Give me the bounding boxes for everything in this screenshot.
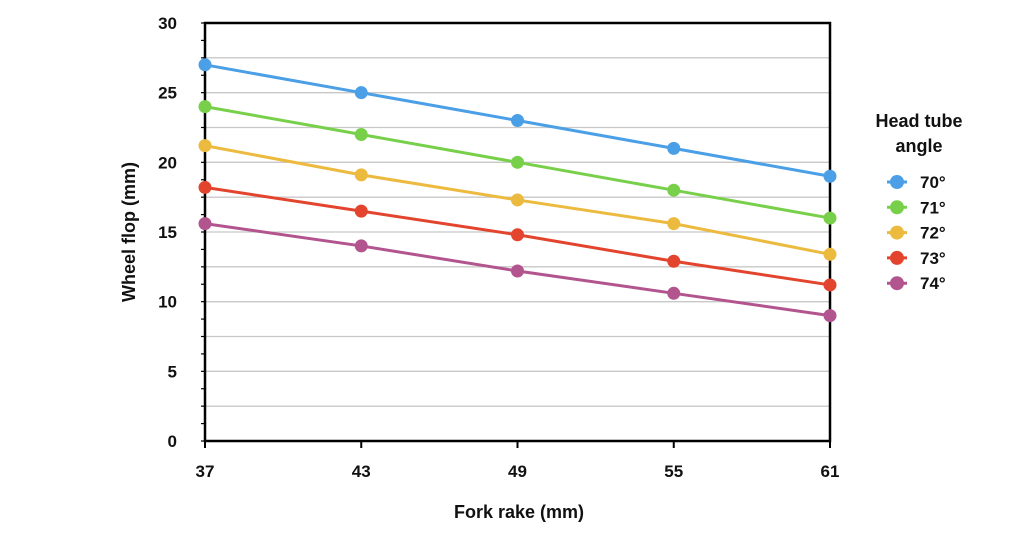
y-tick-label: 10 [158,293,177,312]
data-point [823,211,837,225]
x-tick-label: 49 [508,462,527,481]
legend-label: 74° [920,274,946,293]
data-point [511,155,524,169]
x-tick-label: 55 [664,462,683,481]
data-point [667,141,681,155]
data-point [667,183,681,197]
data-point [667,286,681,300]
legend-swatch-marker [890,250,904,265]
x-tick-label: 61 [821,462,840,481]
data-point [354,86,368,100]
legend: Head tube angle 70° 71° 72° 73° 74° [875,111,962,293]
legend-label: 73° [920,249,946,268]
data-point [511,114,524,128]
legend-title-line-2: angle [895,136,942,156]
legend-item: 73° [887,249,946,268]
data-point [198,100,212,114]
legend-label: 71° [920,198,946,217]
data-point [198,217,212,231]
series-5 [198,217,837,323]
legend-items: 70° 71° 72° 73° 74° [887,173,946,293]
series-lines [198,58,837,323]
data-point [667,254,681,268]
legend-item: 71° [887,198,946,217]
data-point [511,228,524,242]
legend-title-line-1: Head tube [875,111,962,131]
legend-label: 72° [920,224,946,243]
data-point [667,217,681,231]
legend-item: 72° [887,224,946,243]
y-tick-label: 25 [158,84,177,103]
data-point [354,168,368,182]
data-point [511,193,524,207]
series-3 [198,139,837,261]
data-point [823,278,837,292]
data-point [198,139,212,153]
y-tick-label: 15 [158,223,177,242]
series-4 [198,180,837,292]
data-point [198,180,212,194]
series-1 [198,58,837,183]
data-point [823,247,837,261]
data-point [198,58,212,72]
legend-item: 70° [887,173,946,192]
y-tick-label: 20 [158,153,177,172]
data-point [354,204,368,218]
x-tick-label: 37 [196,462,215,481]
x-tick-label: 43 [352,462,371,481]
data-point [823,309,837,323]
x-axis-title: Fork rake (mm) [454,502,584,522]
y-axis-title: Wheel flop (mm) [119,162,139,302]
data-point [511,264,524,278]
y-tick-label: 5 [168,362,177,381]
y-tick-label: 30 [158,14,177,33]
series-2 [198,100,837,225]
y-tick-labels: 0 5 10 15 20 25 30 [158,14,177,451]
legend-item: 74° [887,274,946,293]
legend-swatch-marker [890,200,904,215]
legend-swatch-marker [890,175,904,189]
x-tick-labels: 37 43 49 55 61 [196,441,840,481]
legend-swatch-marker [890,276,904,291]
y-tick-label: 0 [168,432,177,451]
data-point [823,169,837,183]
data-point [354,127,368,141]
data-point [354,239,368,253]
legend-swatch-marker [890,225,904,240]
legend-label: 70° [920,173,946,192]
